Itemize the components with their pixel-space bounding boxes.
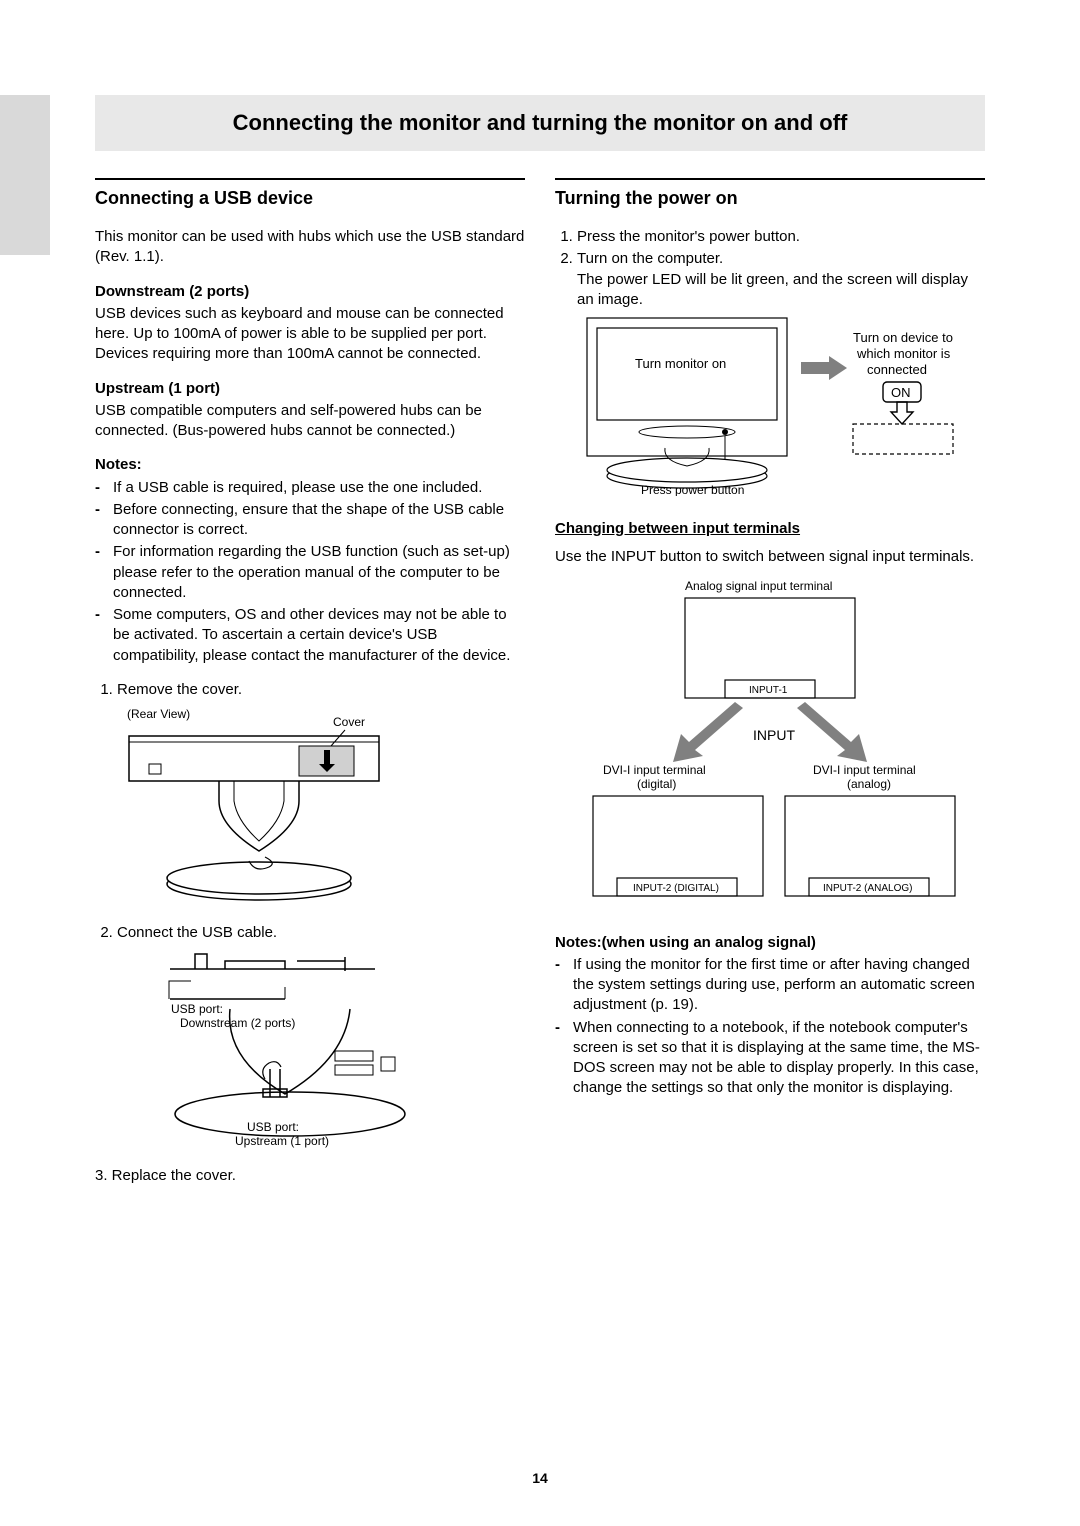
content: Connecting a USB device This monitor can…: [95, 178, 985, 1187]
rear-view-figure: (Rear View) Cover: [109, 706, 525, 911]
list-item: If using the monitor for the first time …: [573, 955, 985, 1016]
power-step2-cont: The power LED will be lit green, and the…: [577, 271, 968, 308]
list-item: Some computers, OS and other devices may…: [113, 605, 525, 666]
downstream-text: USB devices such as keyboard and mouse c…: [95, 304, 525, 365]
input1-label: INPUT-1: [749, 685, 788, 696]
list-item: Before connecting, ensure that the shape…: [113, 500, 525, 541]
notes-list: If a USB cable is required, please use t…: [95, 478, 525, 666]
cover-label: Cover: [333, 715, 365, 729]
press-power-label: Press power button: [641, 483, 744, 496]
list-item: For information regarding the USB functi…: [113, 542, 525, 603]
analog-top-label: Analog signal input terminal: [685, 579, 832, 593]
device-label2: which monitor is: [856, 346, 951, 361]
dvi-digital-label2: (digital): [637, 777, 676, 791]
rule: [95, 178, 525, 180]
intro-text: This monitor can be used with hubs which…: [95, 227, 525, 268]
right-heading: Turning the power on: [555, 188, 985, 209]
turn-monitor-label: Turn monitor on: [635, 356, 726, 371]
notes-head: Notes:: [95, 455, 525, 475]
right-column: Turning the power on Press the monitor's…: [555, 178, 985, 1187]
usb-svg: USB port: Downstream (2 ports) USB port:…: [135, 949, 455, 1149]
step3: 3. Replace the cover.: [95, 1166, 525, 1186]
upstream-head: Upstream (1 port): [95, 379, 525, 399]
input-label: INPUT: [753, 727, 795, 743]
page-title: Connecting the monitor and turning the m…: [233, 110, 848, 136]
downstream-head: Downstream (2 ports): [95, 282, 525, 302]
notes2-head: Notes:(when using an analog signal): [555, 933, 985, 953]
steps-list-2: Connect the USB cable.: [95, 923, 525, 943]
page-number: 14: [0, 1470, 1080, 1486]
left-heading: Connecting a USB device: [95, 188, 525, 209]
device-label1: Turn on device to: [853, 330, 953, 345]
usb-upstream-label1: USB port:: [247, 1120, 299, 1134]
input-svg: Analog signal input terminal INPUT-1 INP…: [575, 578, 975, 908]
change-head: Changing between input terminals: [555, 519, 985, 539]
usb-downstream-label1: USB port:: [171, 1002, 223, 1016]
device-label3: connected: [867, 362, 927, 377]
usb-downstream-label2: Downstream (2 ports): [180, 1016, 295, 1030]
left-column: Connecting a USB device This monitor can…: [95, 178, 525, 1187]
header-band: Connecting the monitor and turning the m…: [95, 95, 985, 151]
rear-view-svg: (Rear View) Cover: [109, 706, 409, 906]
notes2-list: If using the monitor for the first time …: [555, 955, 985, 1099]
input-figure: Analog signal input terminal INPUT-1 INP…: [575, 578, 985, 913]
usb-upstream-label2: Upstream (1 port): [235, 1134, 329, 1148]
rear-view-label: (Rear View): [127, 707, 190, 721]
rule: [555, 178, 985, 180]
dvi-analog-label1: DVI-I input terminal: [813, 763, 916, 777]
power-svg: Turn monitor on Press power button Turn …: [585, 316, 965, 496]
input2d-label: INPUT-2 (DIGITAL): [633, 883, 719, 894]
step2: Connect the USB cable.: [117, 923, 525, 943]
power-figure: Turn monitor on Press power button Turn …: [585, 316, 985, 501]
dvi-analog-label2: (analog): [847, 777, 891, 791]
step1: Remove the cover.: [117, 680, 525, 700]
power-step2-text: Turn on the computer.: [577, 250, 723, 267]
list-item: When connecting to a notebook, if the no…: [573, 1018, 985, 1099]
upstream-text: USB compatible computers and self-powere…: [95, 401, 525, 442]
change-text: Use the INPUT button to switch between s…: [555, 547, 985, 567]
list-item: If a USB cable is required, please use t…: [113, 478, 525, 498]
on-label: ON: [891, 385, 911, 400]
power-steps: Press the monitor's power button. Turn o…: [555, 227, 985, 310]
steps-list: Remove the cover.: [95, 680, 525, 700]
usb-figure: USB port: Downstream (2 ports) USB port:…: [135, 949, 525, 1154]
input2a-label: INPUT-2 (ANALOG): [823, 883, 912, 894]
power-step2: Turn on the computer. The power LED will…: [577, 249, 985, 310]
sidebar-tab: [0, 95, 50, 255]
dvi-digital-label1: DVI-I input terminal: [603, 763, 706, 777]
power-step1: Press the monitor's power button.: [577, 227, 985, 247]
